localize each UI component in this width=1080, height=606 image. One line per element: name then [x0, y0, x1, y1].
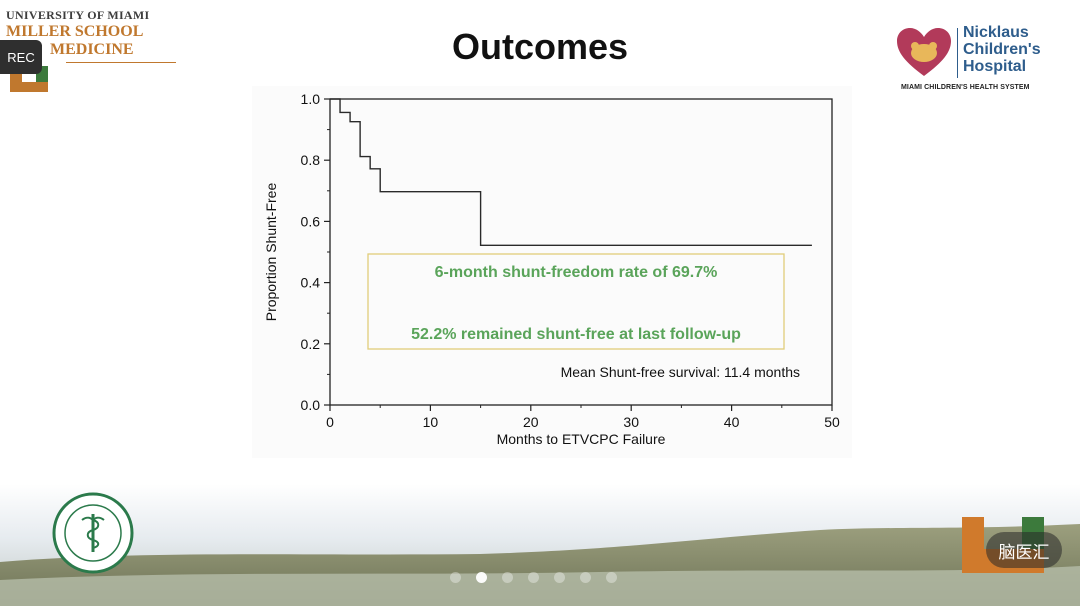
nch-logo-line1: Nicklaus — [963, 24, 1029, 41]
annotation-box — [367, 253, 785, 350]
um-logo-line2: MILLER SCHOOL — [6, 23, 144, 40]
y-tick-label: 0.0 — [301, 397, 321, 413]
pagination-dot[interactable] — [606, 572, 617, 583]
nch-logo-line2: Children's — [963, 41, 1041, 58]
um-logo-rule — [66, 62, 176, 63]
nch-logo-line3: Hospital — [963, 58, 1027, 75]
slide-title: Outcomes — [451, 26, 629, 67]
nch-logo-subtitle: MIAMI CHILDREN'S HEALTH SYSTEM — [901, 84, 1030, 91]
y-tick-label: 0.6 — [301, 213, 321, 229]
pagination-dot[interactable] — [476, 572, 487, 583]
watermark-badge-icon — [986, 532, 1062, 568]
y-axis-label: Proportion Shunt-Free — [263, 183, 279, 322]
y-tick-label: 0.2 — [301, 336, 321, 352]
survival-step-line — [330, 98, 812, 246]
x-tick-label: 50 — [824, 414, 840, 430]
watermark-logo: 脑医汇 — [986, 530, 1062, 570]
pagination-dot[interactable] — [450, 572, 461, 583]
um-logo-line1: UNIVERSITY OF MIAMI — [6, 8, 150, 22]
x-axis-label: Months to ETVCPC Failure — [497, 431, 666, 447]
y-tick-label: 0.4 — [301, 275, 321, 291]
nicklaus-childrens-hospital-logo: Nicklaus Children's Hospital MIAMI CHILD… — [895, 24, 1070, 104]
plot-frame — [329, 98, 833, 406]
pagination-dot[interactable] — [554, 572, 565, 583]
project-medishare-logo — [52, 492, 134, 574]
y-tick-label: 0.8 — [301, 152, 321, 168]
slide-pagination — [450, 572, 630, 584]
kaplan-meier-chart: 0.0 0.2 0.4 0.6 0.8 1.0 0 10 20 30 40 50 Months to E… — [252, 86, 852, 458]
university-of-miami-logo: UNIVERSITY OF MIAMI MILLER SCHOOL MEDICI… — [6, 8, 176, 98]
nch-logo-name: Nicklaus Children's Hospital — [963, 24, 1041, 75]
x-tick-label: 20 — [523, 414, 539, 430]
nch-logo-divider — [957, 28, 958, 78]
annotation-line2: 52.2% remained shunt-free at last follow… — [411, 326, 741, 343]
annotation-line1: 6-month shunt-freedom rate of 69.7% — [435, 264, 718, 281]
y-tick-label: 1.0 — [301, 91, 321, 107]
heart-bear-icon — [897, 28, 951, 76]
landscape-banner-image — [0, 484, 1080, 606]
x-tick-label: 30 — [623, 414, 639, 430]
x-tick-label: 40 — [724, 414, 740, 430]
x-tick-label: 10 — [423, 414, 439, 430]
chart-svg: 0.0 0.2 0.4 0.6 0.8 1.0 0 10 20 30 40 50 Months to E… — [263, 91, 840, 447]
pagination-dot[interactable] — [580, 572, 591, 583]
x-tick-label: 0 — [326, 414, 334, 430]
rec-badge[interactable]: REC — [0, 40, 42, 74]
watermark-text: 脑医汇 — [998, 543, 1050, 563]
pagination-dot[interactable] — [502, 572, 513, 583]
um-logo-line3: MEDICINE — [50, 41, 134, 58]
mean-survival-text: Mean Shunt-free survival: 11.4 months — [561, 364, 800, 380]
pagination-dot[interactable] — [528, 572, 539, 583]
